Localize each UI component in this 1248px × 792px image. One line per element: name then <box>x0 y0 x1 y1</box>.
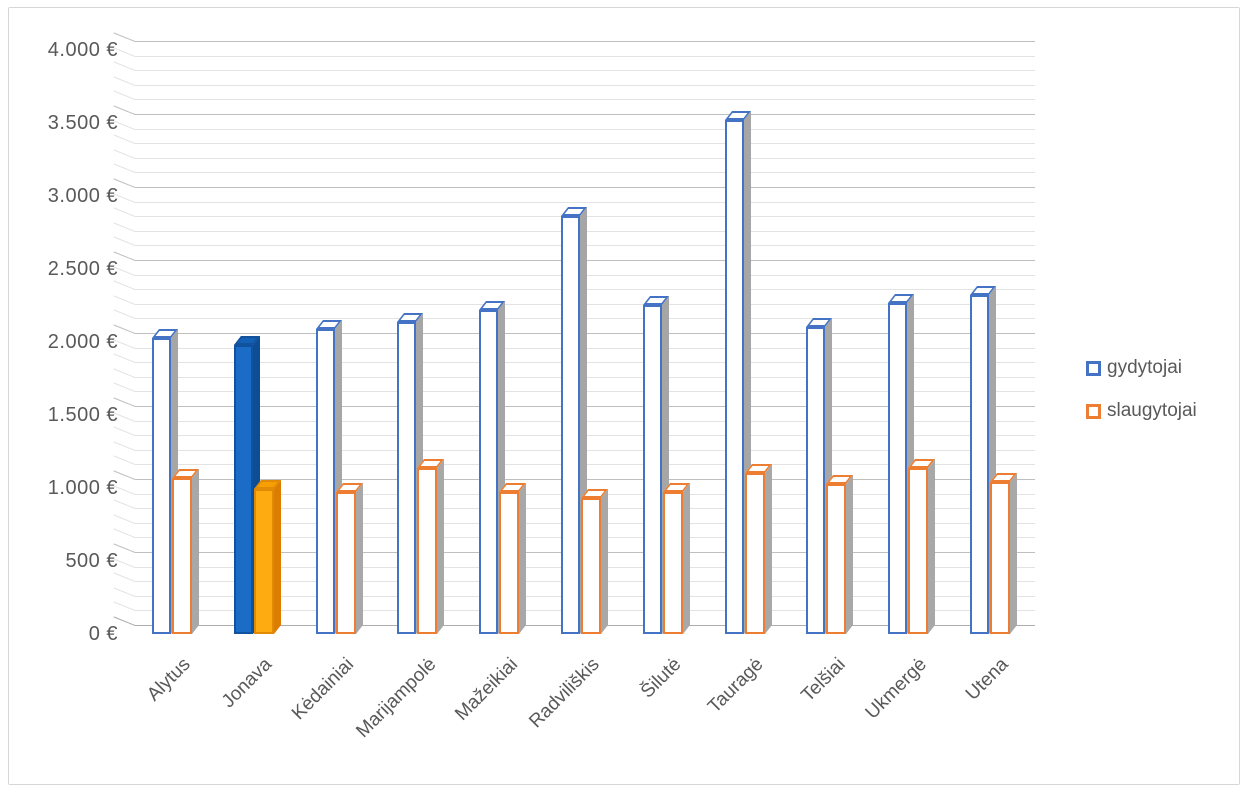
y-axis-label: 500 € <box>65 550 118 572</box>
x-axis-label: Marijampolė <box>352 654 441 743</box>
bar-gydytojai-marijampole[interactable] <box>397 313 424 634</box>
gridline-major <box>135 114 1035 115</box>
y-axis-label: 4.000 € <box>47 39 118 61</box>
gridline-minor <box>135 157 1035 159</box>
x-axis-label: Alytus <box>143 654 195 706</box>
x-axis-label: Kėdainiai <box>288 654 359 725</box>
gridline-minor <box>135 99 1035 101</box>
bar-front-face <box>970 295 990 634</box>
bar-gydytojai-mazeikiai[interactable] <box>479 301 506 634</box>
bar-slaugytojai-utena[interactable] <box>990 473 1018 634</box>
gridline-minor <box>135 55 1035 57</box>
bar-gydytojai-ukmerge[interactable] <box>888 294 915 634</box>
bar-front-face <box>479 310 499 634</box>
x-axis-label: Mažeikiai <box>451 654 523 725</box>
chart-canvas <box>8 7 1240 785</box>
legend-item-gydytojai[interactable]: gydytojai <box>1086 357 1197 379</box>
gridline-minor <box>135 70 1035 72</box>
bar-front-face <box>417 468 438 634</box>
bar-front-face <box>581 498 601 634</box>
gridline-major <box>135 187 1035 188</box>
legend-swatch-icon <box>1086 360 1101 376</box>
gridline-minor <box>135 84 1035 86</box>
gridline-minor <box>135 143 1035 145</box>
bar-front-face <box>908 468 929 634</box>
gridline-minor <box>135 172 1035 174</box>
bar-slaugytojai-radviliskis[interactable] <box>581 489 609 634</box>
bar-gydytojai-utena[interactable] <box>970 286 997 634</box>
legend[interactable]: gydytojai slaugytojai <box>1086 357 1197 422</box>
y-axis-label: 0 € <box>88 623 118 645</box>
x-axis-label: Tauragė <box>704 654 768 718</box>
bar-gydytojai-taurage[interactable] <box>724 111 751 634</box>
legend-item-slaugytojai[interactable]: slaugytojai <box>1086 400 1197 422</box>
bar-slaugytojai-telsiai[interactable] <box>826 475 854 634</box>
x-axis-label: Radviliškis <box>525 654 604 733</box>
bar-slaugytojai-kedainiai[interactable] <box>335 483 363 634</box>
y-axis-label: 3.000 € <box>47 185 118 207</box>
bar-slaugytojai-ukmerge[interactable] <box>908 459 936 634</box>
bar-front-face <box>990 482 1011 634</box>
bar-front-face <box>642 305 662 634</box>
y-axis-label: 2.000 € <box>47 331 118 353</box>
x-axis-label: Šilutė <box>637 654 686 703</box>
bar-front-face <box>335 492 356 634</box>
bar-front-face <box>233 345 253 634</box>
bar-slaugytojai-marijampole[interactable] <box>417 459 445 634</box>
bar-slaugytojai-jonava[interactable] <box>253 480 281 634</box>
x-axis-label: Telšiai <box>797 654 850 707</box>
bar-gydytojai-telsiai[interactable] <box>806 318 833 634</box>
bar-front-face <box>397 322 417 634</box>
bar-slaugytojai-mazeikiai[interactable] <box>499 483 527 634</box>
gridline-major <box>135 41 1035 42</box>
y-axis-label: 1.500 € <box>47 404 118 426</box>
bar-front-face <box>724 120 744 634</box>
bar-front-face <box>662 492 683 634</box>
bar-front-face <box>826 484 847 634</box>
bar-gydytojai-alytus[interactable] <box>151 329 178 634</box>
bar-gydytojai-radviliskis[interactable] <box>561 207 588 634</box>
x-axis-label: Jonava <box>218 654 277 713</box>
bar-front-face <box>315 329 335 634</box>
gridline-minor <box>135 128 1035 130</box>
bar-slaugytojai-silute[interactable] <box>662 483 690 634</box>
bar-front-face <box>151 338 171 634</box>
legend-item-label: slaugytojai <box>1107 400 1197 421</box>
bar-front-face <box>888 303 908 634</box>
bar-front-face <box>561 216 580 634</box>
bar-gydytojai-silute[interactable] <box>642 296 669 634</box>
legend-item-label: gydytojai <box>1107 357 1182 378</box>
x-axis-label: Ukmergė <box>861 654 932 724</box>
y-axis-label: 3.500 € <box>47 112 118 134</box>
bar-gydytojai-jonava[interactable] <box>233 336 260 634</box>
y-axis-label: 2.500 € <box>47 258 118 280</box>
bar-gydytojai-kedainiai[interactable] <box>315 320 342 634</box>
bar-front-face <box>253 489 274 634</box>
x-axis-label: Utena <box>962 654 1013 705</box>
bar-front-face <box>171 478 192 634</box>
bar-front-face <box>744 473 765 634</box>
y-axis-label: 1.000 € <box>47 477 118 499</box>
gridline-minor <box>135 201 1035 203</box>
bar-slaugytojai-taurage[interactable] <box>744 464 772 634</box>
bar-slaugytojai-alytus[interactable] <box>171 469 199 634</box>
bar-front-face <box>806 327 826 634</box>
bar-front-face <box>499 492 520 634</box>
legend-swatch-icon <box>1086 403 1101 419</box>
